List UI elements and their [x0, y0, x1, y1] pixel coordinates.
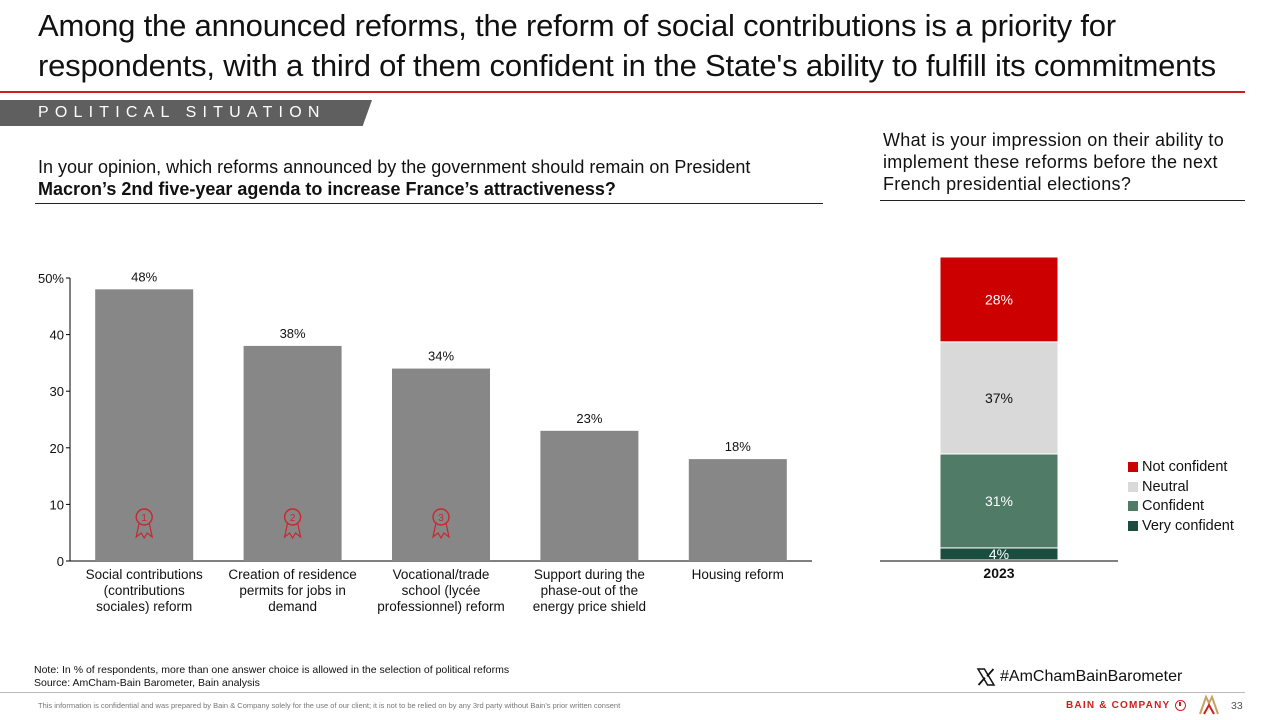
rank-badge-ring	[432, 508, 450, 526]
right-question: What is your impression on their ability…	[883, 130, 1225, 194]
legend-label: Very confident	[1142, 517, 1234, 534]
bain-logo-mark-icon	[1175, 700, 1187, 711]
legend-item: Very confident	[1128, 517, 1252, 537]
confidence-stacked-chart: 4% 31% 37% 28% 2023	[880, 256, 1118, 581]
category-label: (contributions	[104, 583, 185, 598]
data-label: 23%	[576, 411, 602, 426]
legend-item: Neutral	[1128, 478, 1252, 498]
left-question: In your opinion, which reforms announced…	[38, 156, 828, 200]
note-text: Note: In % of respondents, more than one…	[34, 664, 510, 676]
legend-label: Not confident	[1142, 459, 1228, 475]
left-question-line1: In your opinion, which reforms announced…	[38, 157, 751, 177]
legend-swatch	[1128, 462, 1138, 472]
category-label: Support during the	[534, 567, 645, 582]
left-question-divider	[35, 203, 823, 204]
hashtag-label: #AmChamBainBarometer	[1000, 668, 1183, 685]
footnote: Note: In % of respondents, more than one…	[34, 664, 509, 690]
section-tag: POLITICAL SITUATION	[0, 100, 372, 126]
legend-label: Neutral	[1142, 478, 1189, 495]
segment-label: 4%	[989, 546, 1009, 562]
y-tick-label: 20	[50, 441, 64, 456]
y-tick-label: 40	[50, 328, 64, 343]
bain-logo-text: BAIN & COMPANY	[1066, 700, 1171, 711]
rank-badge-number: 1	[141, 513, 147, 524]
bar-3	[392, 368, 490, 561]
confidence-legend: Not confident Neutral Confident Very confid…	[1128, 458, 1252, 536]
bar-5	[688, 459, 787, 561]
category-label: school (lycée	[402, 583, 481, 598]
data-label: 48%	[131, 269, 157, 284]
y-tick-label: 50%	[38, 271, 64, 286]
rank-badge-ribbon	[283, 522, 302, 540]
rank-badge-icon: 2	[283, 508, 302, 540]
legend-swatch	[1128, 501, 1138, 511]
page-title: Among the announced reforms, the reform …	[38, 8, 1216, 83]
legend-item: Not confident	[1128, 458, 1252, 478]
segment-label: 37%	[985, 390, 1013, 406]
legend-item: Confident	[1128, 497, 1252, 517]
category-label: phase-out of the	[541, 583, 639, 598]
bain-logo: BAIN & COMPANY	[1066, 700, 1187, 711]
category-label: energy price shield	[533, 599, 646, 614]
category-label: permits for jobs in	[239, 583, 346, 598]
footer-divider	[0, 692, 1245, 693]
hashtag: #AmChamBainBarometer	[976, 667, 1182, 687]
title-divider	[0, 91, 1245, 93]
data-label: 38%	[280, 326, 306, 341]
x-logo-icon	[976, 668, 996, 686]
category-label: Housing reform	[692, 567, 784, 582]
rank-badge-number: 3	[438, 513, 444, 524]
legend-label: Confident	[1142, 498, 1205, 514]
category-label: professionnel) reform	[377, 599, 505, 614]
segment-label: 28%	[985, 291, 1013, 307]
rank-badge-ring	[283, 508, 302, 526]
disclaimer: This information is confidential and was…	[38, 701, 621, 710]
source-text: Source: AmCham-Bain Barometer, Bain anal…	[34, 677, 260, 689]
rank-badge-icon: 1	[135, 508, 154, 540]
segment-not-confident	[939, 256, 1059, 343]
category-label: demand	[268, 599, 317, 614]
page-number: 33	[1231, 700, 1243, 712]
category-label: Vocational/trade	[393, 567, 490, 582]
y-tick-label: 30	[50, 384, 64, 399]
amcham-logo-icon	[1199, 694, 1219, 715]
bar-4	[540, 430, 639, 561]
category-label: 2023	[983, 565, 1014, 581]
rank-badge-ring	[135, 508, 153, 526]
category-label: sociales) reform	[96, 599, 192, 614]
left-question-line2: Macron’s 2nd five-year agenda to increas…	[38, 179, 616, 199]
data-label: 34%	[428, 349, 454, 364]
right-question-divider	[880, 200, 1245, 201]
y-tick-label: 10	[50, 497, 64, 512]
bar-2	[243, 345, 342, 561]
category-label: Social contributions	[86, 567, 203, 582]
segment-neutral	[939, 341, 1059, 455]
rank-badge-icon: 3	[432, 508, 450, 540]
section-tag-label: POLITICAL SITUATION	[38, 104, 326, 121]
category-label: Creation of residence	[228, 567, 356, 582]
rank-badge-number: 2	[290, 513, 296, 524]
rank-badge-ribbon	[135, 522, 154, 540]
rank-badge-ribbon	[432, 522, 450, 540]
legend-swatch	[1128, 481, 1138, 492]
bar-1	[95, 289, 194, 561]
segment-label: 31%	[985, 493, 1013, 509]
legend-swatch	[1128, 520, 1138, 531]
segment-confident	[939, 453, 1059, 549]
y-tick-label: 0	[57, 554, 64, 569]
data-label: 18%	[725, 439, 751, 454]
reform-priority-chart: 0 10 20 30 40 50% 48% Social contributions(cont…	[38, 269, 812, 614]
